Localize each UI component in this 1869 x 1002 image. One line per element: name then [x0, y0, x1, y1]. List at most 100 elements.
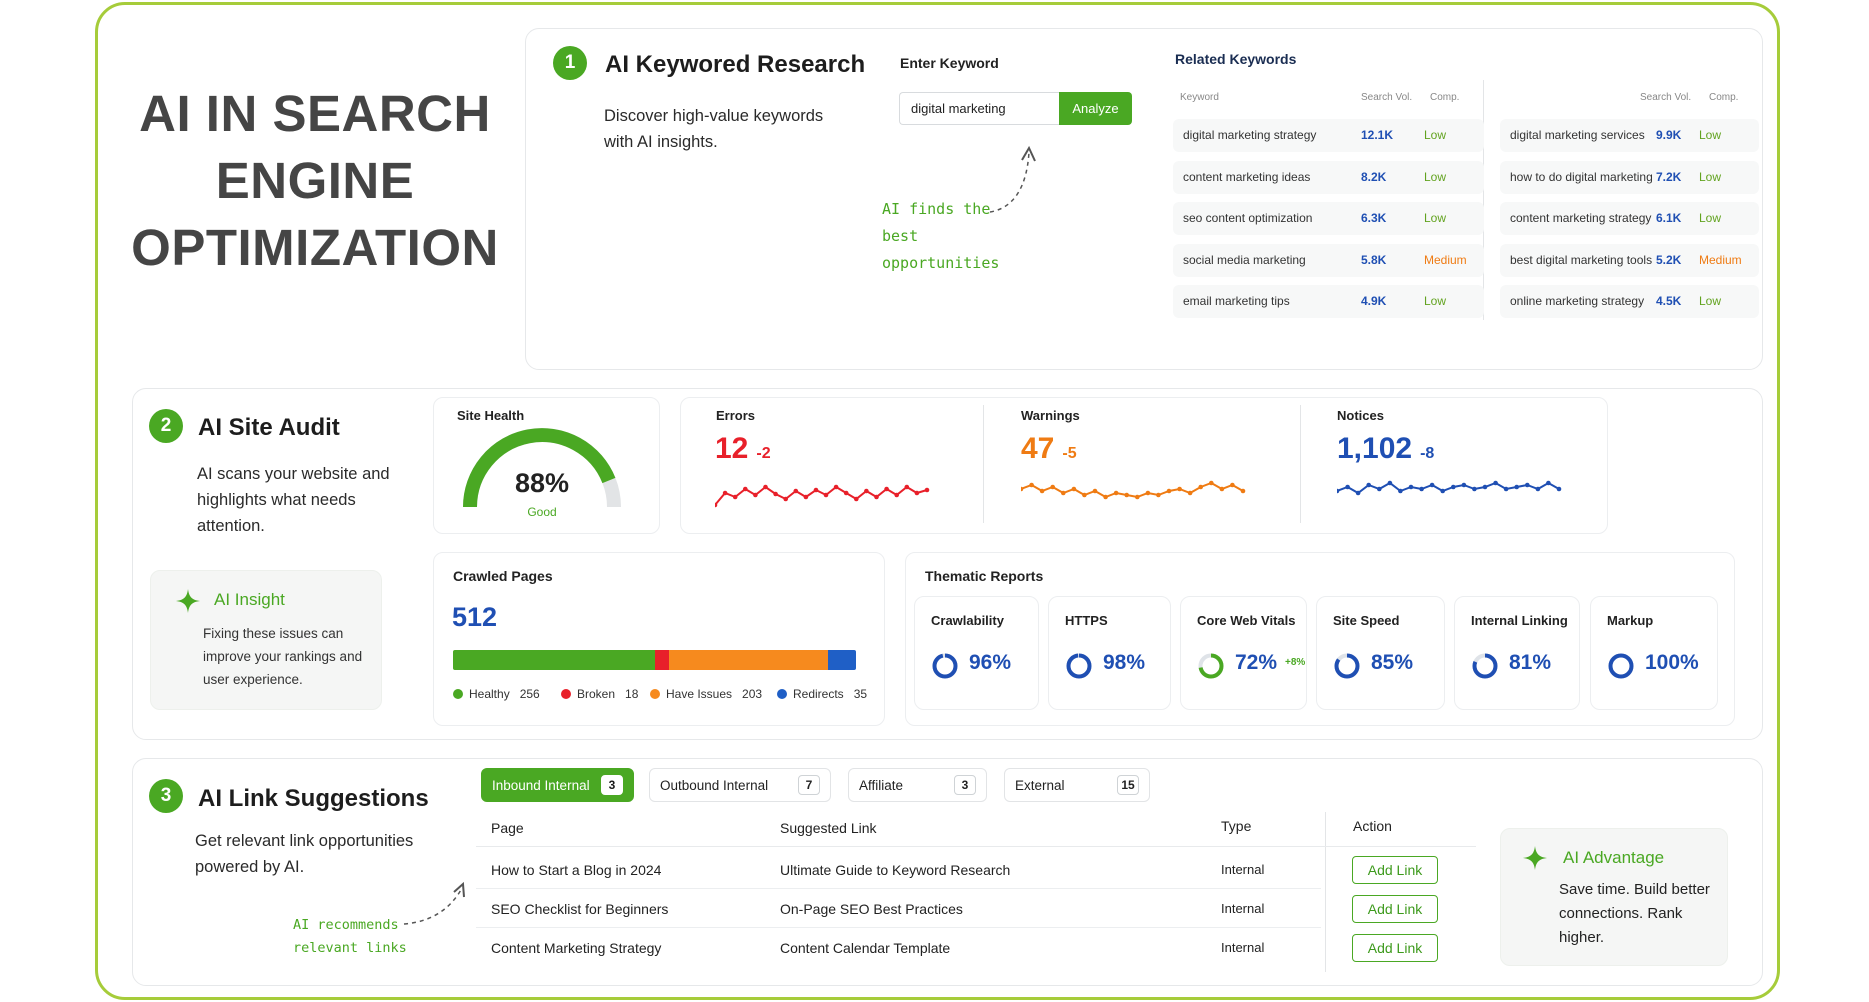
- thematic-report-value: 100%: [1645, 651, 1699, 674]
- sparkline-point: [1209, 480, 1214, 486]
- row-divider: [476, 888, 1321, 889]
- keyword-name: digital marketing strategy: [1183, 128, 1317, 142]
- sparkline-point: [884, 486, 889, 492]
- legend-dot: [453, 689, 463, 699]
- progress-ring-icon: [1472, 653, 1498, 679]
- ai-advantage-box: [1500, 828, 1728, 966]
- tab-outbound-internal[interactable]: Outbound Internal 7: [649, 768, 831, 802]
- keyword-volume: 4.5K: [1656, 294, 1682, 308]
- row-type: Internal: [1221, 940, 1265, 955]
- crawled-pages-value: 512: [452, 602, 498, 632]
- keyword-row: digital marketing services 9.9K Low: [1500, 119, 1759, 152]
- progress-ring-icon: [1198, 653, 1224, 679]
- progress-ring-icon: [932, 653, 958, 679]
- sparkline-point: [864, 488, 869, 494]
- sparkline-point: [1377, 486, 1382, 492]
- notices-value: 1,102 -8: [1337, 432, 1434, 466]
- keyword-row: content marketing strategy 6.1K Low: [1500, 202, 1759, 235]
- sparkline-point: [823, 492, 829, 498]
- keyword-volume: 6.3K: [1361, 211, 1387, 225]
- add-link-button[interactable]: Add Link: [1352, 934, 1438, 962]
- sparkline-point: [1061, 490, 1066, 496]
- section-number-badge: 1: [553, 46, 587, 80]
- site-health-gauge: [463, 428, 621, 508]
- ai-advantage-title: AI Advantage: [1563, 848, 1665, 867]
- sparkline-point: [1440, 488, 1445, 494]
- keyword-name: social media marketing: [1183, 252, 1306, 267]
- row-page: How to Start a Blog in 2024: [491, 862, 662, 878]
- thematic-report-card: Crawlability 96%: [914, 596, 1039, 710]
- sparkline-point: [833, 484, 839, 490]
- keyword-volume: 8.2K: [1361, 169, 1387, 184]
- tab-label: External: [1015, 777, 1065, 793]
- thematic-report-name: Internal Linking: [1471, 613, 1568, 628]
- table-header-divider: [476, 846, 1476, 847]
- progress-ring-icon: [1608, 653, 1634, 679]
- sparkline-point: [1355, 490, 1361, 496]
- sparkline-point: [1493, 480, 1498, 486]
- tab-external[interactable]: External 15: [1004, 768, 1150, 802]
- thematic-report-name: Site Speed: [1333, 613, 1400, 628]
- sparkline-point: [1187, 490, 1193, 496]
- crawl-legend-item: Healthy 256: [453, 687, 540, 701]
- related-keywords-title: Related Keywords: [1175, 51, 1297, 67]
- thematic-report-card: HTTPS 98%: [1048, 596, 1171, 710]
- sparkle-icon: [176, 589, 200, 613]
- sparkline-point: [803, 494, 809, 500]
- thematic-report-value: 72%: [1235, 651, 1278, 674]
- tab-affiliate[interactable]: Affiliate 3: [848, 768, 987, 802]
- thematic-reports-title: Thematic Reports: [925, 568, 1044, 584]
- thematic-report-card: Markup 100%: [1590, 596, 1718, 710]
- notices-label: Notices: [1337, 408, 1384, 423]
- add-link-button[interactable]: Add Link: [1352, 856, 1438, 884]
- keyword-row: how to do digital marketing 7.2K Low: [1500, 160, 1759, 194]
- issues-divider: [1300, 405, 1301, 523]
- keyword-annotation: AI finds the best opportunities: [882, 200, 1000, 272]
- crawl-legend-item: Broken 18: [561, 687, 638, 701]
- sparkline-point: [1503, 486, 1509, 492]
- keyword-volume: 4.9K: [1361, 294, 1387, 308]
- sparkline-point: [732, 494, 738, 500]
- keyword-input[interactable]: digital marketing: [899, 92, 1059, 125]
- thematic-report-value: 98%: [1103, 651, 1146, 674]
- keyword-row: social media marketing 5.8K Medium: [1173, 243, 1484, 277]
- tab-inbound-internal[interactable]: Inbound Internal 3: [481, 768, 634, 802]
- annotation-arrow: [989, 145, 1036, 213]
- legend-count: 203: [742, 687, 763, 701]
- crawl-segment-redirects: [828, 650, 856, 670]
- site-health-card: [433, 397, 660, 534]
- keyword-competition: Low: [1699, 211, 1722, 225]
- sparkline-point: [793, 488, 799, 494]
- crawl-segment-broken: [654, 650, 669, 670]
- annotation-arrow: [403, 881, 465, 925]
- row-suggested-link: Ultimate Guide to Keyword Research: [780, 862, 1011, 878]
- legend-name: Broken: [577, 687, 616, 701]
- keyword-input-value: digital marketing: [911, 101, 1006, 116]
- tab-count: 3: [601, 775, 623, 795]
- keyword-name: content marketing ideas: [1183, 169, 1311, 184]
- sparkline-point: [854, 496, 859, 502]
- analyze-button[interactable]: Analyze: [1059, 92, 1132, 125]
- keyword-name: digital marketing services: [1510, 128, 1645, 142]
- site-health-status: Good: [527, 505, 557, 519]
- tab-count: 7: [798, 775, 820, 795]
- sparkline-point: [722, 490, 728, 496]
- page-title: AI IN SEARCH ENGINE OPTIMIZATION: [131, 85, 499, 276]
- add-link-button[interactable]: Add Link: [1352, 895, 1438, 923]
- keyword-volume: 7.2K: [1656, 169, 1682, 184]
- keyword-competition: Low: [1699, 169, 1722, 184]
- sparkline-point: [1366, 482, 1371, 488]
- sparkline-point: [1345, 484, 1350, 490]
- thematic-report-name: Crawlability: [931, 613, 1004, 628]
- comp-column-header: Comp.: [1709, 92, 1739, 103]
- row-type: Internal: [1221, 901, 1265, 916]
- keyword-row: best digital marketing tools 5.2K Medium: [1500, 243, 1759, 277]
- sparkline-point: [1166, 488, 1172, 494]
- keyword-volume: 9.9K: [1656, 128, 1682, 142]
- warnings-label: Warnings: [1021, 408, 1080, 423]
- legend-count: 18: [625, 687, 639, 701]
- sparkline-point: [1021, 486, 1024, 492]
- keyword-competition: Low: [1424, 128, 1447, 142]
- errors-count: 12: [715, 432, 749, 465]
- keyword-row: seo content optimization 6.3K Low: [1173, 202, 1484, 235]
